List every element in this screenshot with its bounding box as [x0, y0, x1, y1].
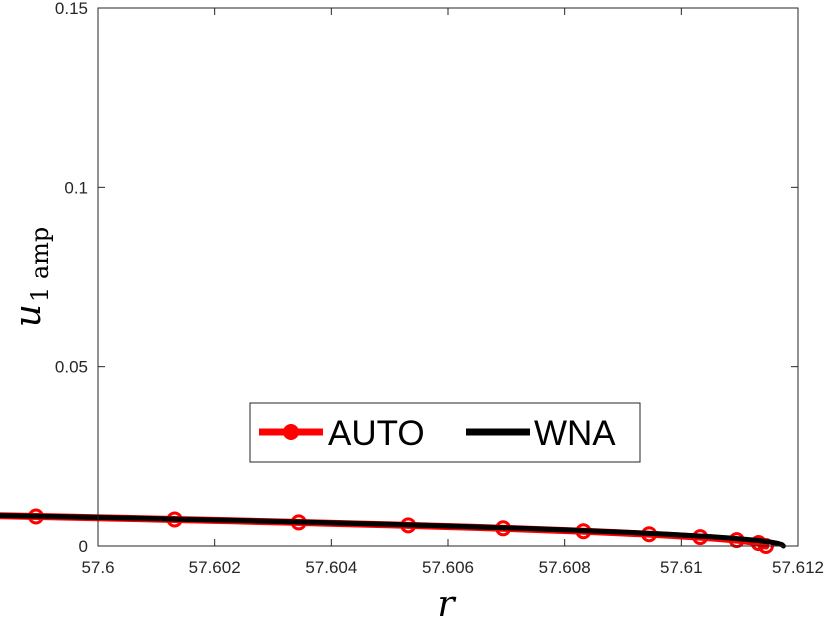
y-tick-label: 0.1 [64, 178, 88, 197]
plot-area [98, 8, 798, 546]
y-axis-label: u1 amp [8, 227, 54, 328]
legend: AUTO WNA [249, 402, 641, 463]
x-tick-label: 57.602 [189, 558, 241, 577]
x-tick-label: 57.61 [660, 558, 703, 577]
legend-auto-marker [283, 424, 299, 440]
x-tick-label: 57.606 [422, 558, 474, 577]
x-tick-label: 57.612 [772, 558, 824, 577]
series-layer [0, 508, 786, 554]
x-tick-label: 57.6 [81, 558, 114, 577]
legend-wna-label: WNA [534, 414, 616, 453]
x-tick-label: 57.604 [305, 558, 357, 577]
y-tick-label: 0.05 [55, 358, 88, 377]
y-tick-label: 0.15 [55, 0, 88, 18]
y-axis-label-subscript: 1 amp [26, 227, 54, 302]
legend-auto-label: AUTO [328, 414, 425, 453]
x-axis-label: r [437, 584, 456, 624]
x-tick-label: 57.608 [539, 558, 591, 577]
tick-layer: 57.6 57.602 57.604 57.606 57.608 57.61 57.612 0… [55, 0, 824, 577]
y-tick-label: 0 [79, 537, 88, 556]
y-axis-label-main: u [8, 304, 49, 327]
